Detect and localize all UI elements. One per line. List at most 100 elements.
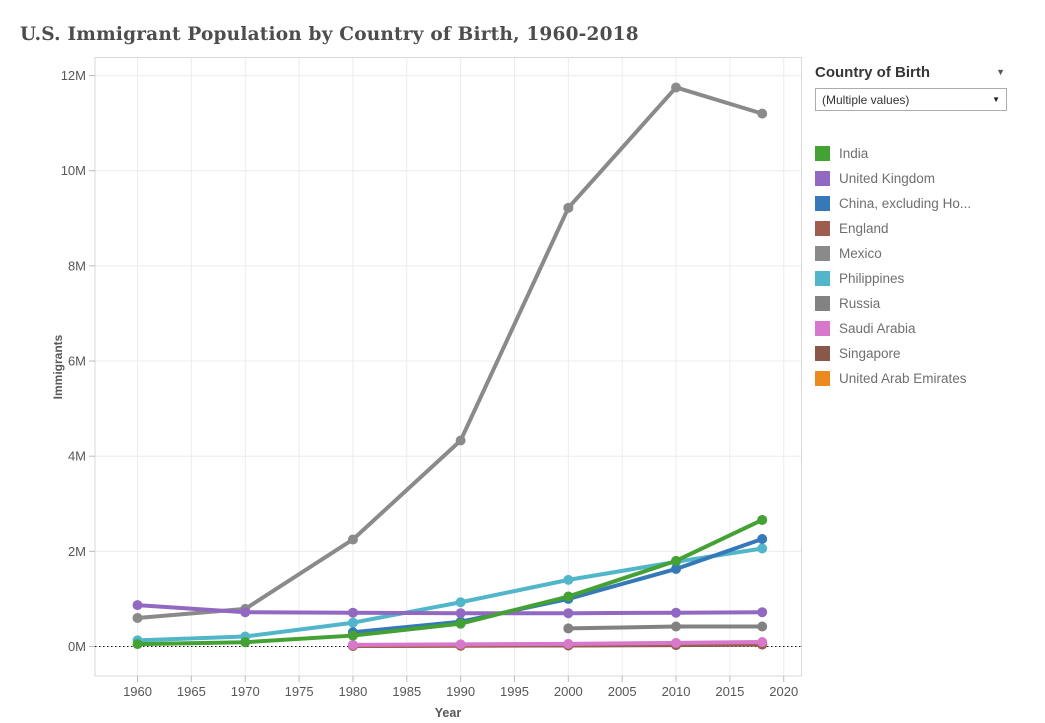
data-point-united-kingdom-2018[interactable]	[757, 607, 768, 618]
data-point-united-kingdom-2010[interactable]	[671, 607, 682, 618]
y-tick-label: 4M	[68, 449, 86, 464]
legend-label: Russia	[839, 296, 881, 311]
y-tick-label: 12M	[61, 68, 86, 83]
x-tick-label: 1990	[446, 684, 475, 699]
series-mexico[interactable]	[132, 82, 768, 623]
filter-panel: Country of Birth ▼ (Multiple values) ▼	[815, 64, 1030, 111]
data-point-philippines-1980[interactable]	[347, 617, 358, 628]
data-point-mexico-1990[interactable]	[455, 435, 466, 446]
legend-label: China, excluding Ho...	[839, 196, 972, 211]
series-russia[interactable]	[563, 621, 768, 634]
x-tick-label: 2000	[554, 684, 583, 699]
data-point-united-kingdom-1960[interactable]	[132, 600, 143, 611]
legend-item-united-kingdom[interactable]: United Kingdom	[815, 166, 971, 191]
legend-swatch-united-kingdom	[815, 171, 830, 186]
data-point-saudi-arabia-1980[interactable]	[347, 639, 358, 650]
data-point-india-1990[interactable]	[455, 618, 466, 629]
data-point-india-2018[interactable]	[757, 514, 768, 525]
series-saudi-arabia[interactable]	[347, 636, 768, 650]
x-axis-title: Year	[434, 706, 462, 720]
x-tick-label: 2005	[608, 684, 637, 699]
x-tick-label: 1975	[285, 684, 314, 699]
data-point-india-1970[interactable]	[240, 637, 251, 648]
data-point-philippines-2000[interactable]	[563, 574, 574, 585]
legend-item-mexico[interactable]: Mexico	[815, 241, 971, 266]
legend: India United Kingdom China, excluding Ho..…	[815, 141, 971, 391]
legend-label: Philippines	[839, 271, 905, 286]
x-tick-label: 2015	[715, 684, 744, 699]
panel-menu-caret-icon[interactable]: ▼	[996, 67, 1005, 77]
x-tick-label: 1960	[123, 684, 152, 699]
legend-swatch-saudi-arabia	[815, 321, 830, 336]
data-point-russia-2010[interactable]	[671, 621, 682, 632]
data-point-mexico-2010[interactable]	[671, 82, 682, 93]
x-tick-label: 1985	[392, 684, 421, 699]
legend-item-singapore[interactable]: Singapore	[815, 341, 971, 366]
data-point-saudi-arabia-1990[interactable]	[455, 639, 466, 650]
data-point-saudi-arabia-2000[interactable]	[563, 638, 574, 649]
data-point-united-kingdom-1990[interactable]	[455, 608, 466, 619]
legend-item-saudi-arabia[interactable]: Saudi Arabia	[815, 316, 971, 341]
data-point-india-2010[interactable]	[671, 555, 682, 566]
legend-swatch-singapore	[815, 346, 830, 361]
series-united-kingdom[interactable]	[132, 600, 768, 619]
series-line-mexico[interactable]	[137, 85, 763, 620]
legend-label: Singapore	[839, 346, 901, 361]
legend-item-china-excluding-ho[interactable]: China, excluding Ho...	[815, 191, 971, 216]
data-point-mexico-1960[interactable]	[132, 612, 143, 623]
plot-border	[94, 57, 802, 677]
legend-swatch-russia	[815, 296, 830, 311]
data-point-saudi-arabia-2018[interactable]	[757, 636, 768, 647]
x-tick-label: 2010	[662, 684, 691, 699]
data-point-mexico-2000[interactable]	[563, 202, 574, 213]
legend-label: Saudi Arabia	[839, 321, 916, 336]
dropdown-caret-icon: ▼	[992, 94, 1000, 104]
legend-label: Mexico	[839, 246, 882, 261]
data-point-china-excluding-ho-2010[interactable]	[671, 563, 682, 574]
legend-swatch-mexico	[815, 246, 830, 261]
data-point-india-2000[interactable]	[563, 591, 574, 602]
chart-title: U.S. Immigrant Population by Country of …	[20, 24, 639, 45]
country-filter-value: (Multiple values)	[822, 92, 910, 107]
legend-item-india[interactable]: India	[815, 141, 971, 166]
x-tick-label: 1970	[231, 684, 260, 699]
data-point-philippines-1990[interactable]	[455, 597, 466, 608]
legend-label: India	[839, 146, 869, 161]
data-point-united-kingdom-1980[interactable]	[347, 607, 358, 618]
data-point-russia-2000[interactable]	[563, 623, 574, 634]
data-point-india-1960[interactable]	[132, 639, 143, 650]
series-line-china-excluding-ho[interactable]	[352, 537, 763, 635]
legend-swatch-india	[815, 146, 830, 161]
data-point-mexico-1980[interactable]	[347, 534, 358, 545]
y-tick-label: 6M	[68, 354, 86, 369]
data-point-china-excluding-ho-2018[interactable]	[757, 533, 768, 544]
x-tick-label: 1995	[500, 684, 529, 699]
y-tick-label: 0M	[68, 639, 86, 654]
y-tick-label: 8M	[68, 258, 86, 273]
series-line-saudi-arabia[interactable]	[352, 639, 763, 647]
legend-swatch-china-excluding-ho	[815, 196, 830, 211]
data-point-philippines-2018[interactable]	[757, 543, 768, 554]
data-point-india-1980[interactable]	[347, 630, 358, 641]
y-axis-title: Immigrants	[51, 334, 65, 400]
legend-item-england[interactable]: England	[815, 216, 971, 241]
legend-item-united-arab-emirates[interactable]: United Arab Emirates	[815, 366, 971, 391]
legend-label: United Kingdom	[839, 171, 936, 186]
legend-item-philippines[interactable]: Philippines	[815, 266, 971, 291]
x-tick-label: 1965	[177, 684, 206, 699]
data-point-saudi-arabia-2010[interactable]	[671, 637, 682, 648]
data-point-united-kingdom-2000[interactable]	[563, 608, 574, 619]
data-point-mexico-2018[interactable]	[757, 108, 768, 119]
filter-panel-header: Country of Birth ▼	[815, 64, 1005, 81]
filter-panel-title: Country of Birth	[815, 64, 930, 81]
series-line-russia[interactable]	[568, 624, 763, 631]
data-point-united-kingdom-1970[interactable]	[240, 607, 251, 618]
data-point-russia-2018[interactable]	[757, 621, 768, 632]
series-india[interactable]	[132, 514, 768, 650]
country-filter-dropdown[interactable]: (Multiple values) ▼	[815, 88, 1007, 111]
legend-swatch-united-arab-emirates	[815, 371, 830, 386]
legend-item-russia[interactable]: Russia	[815, 291, 971, 316]
legend-swatch-philippines	[815, 271, 830, 286]
legend-swatch-england	[815, 221, 830, 236]
